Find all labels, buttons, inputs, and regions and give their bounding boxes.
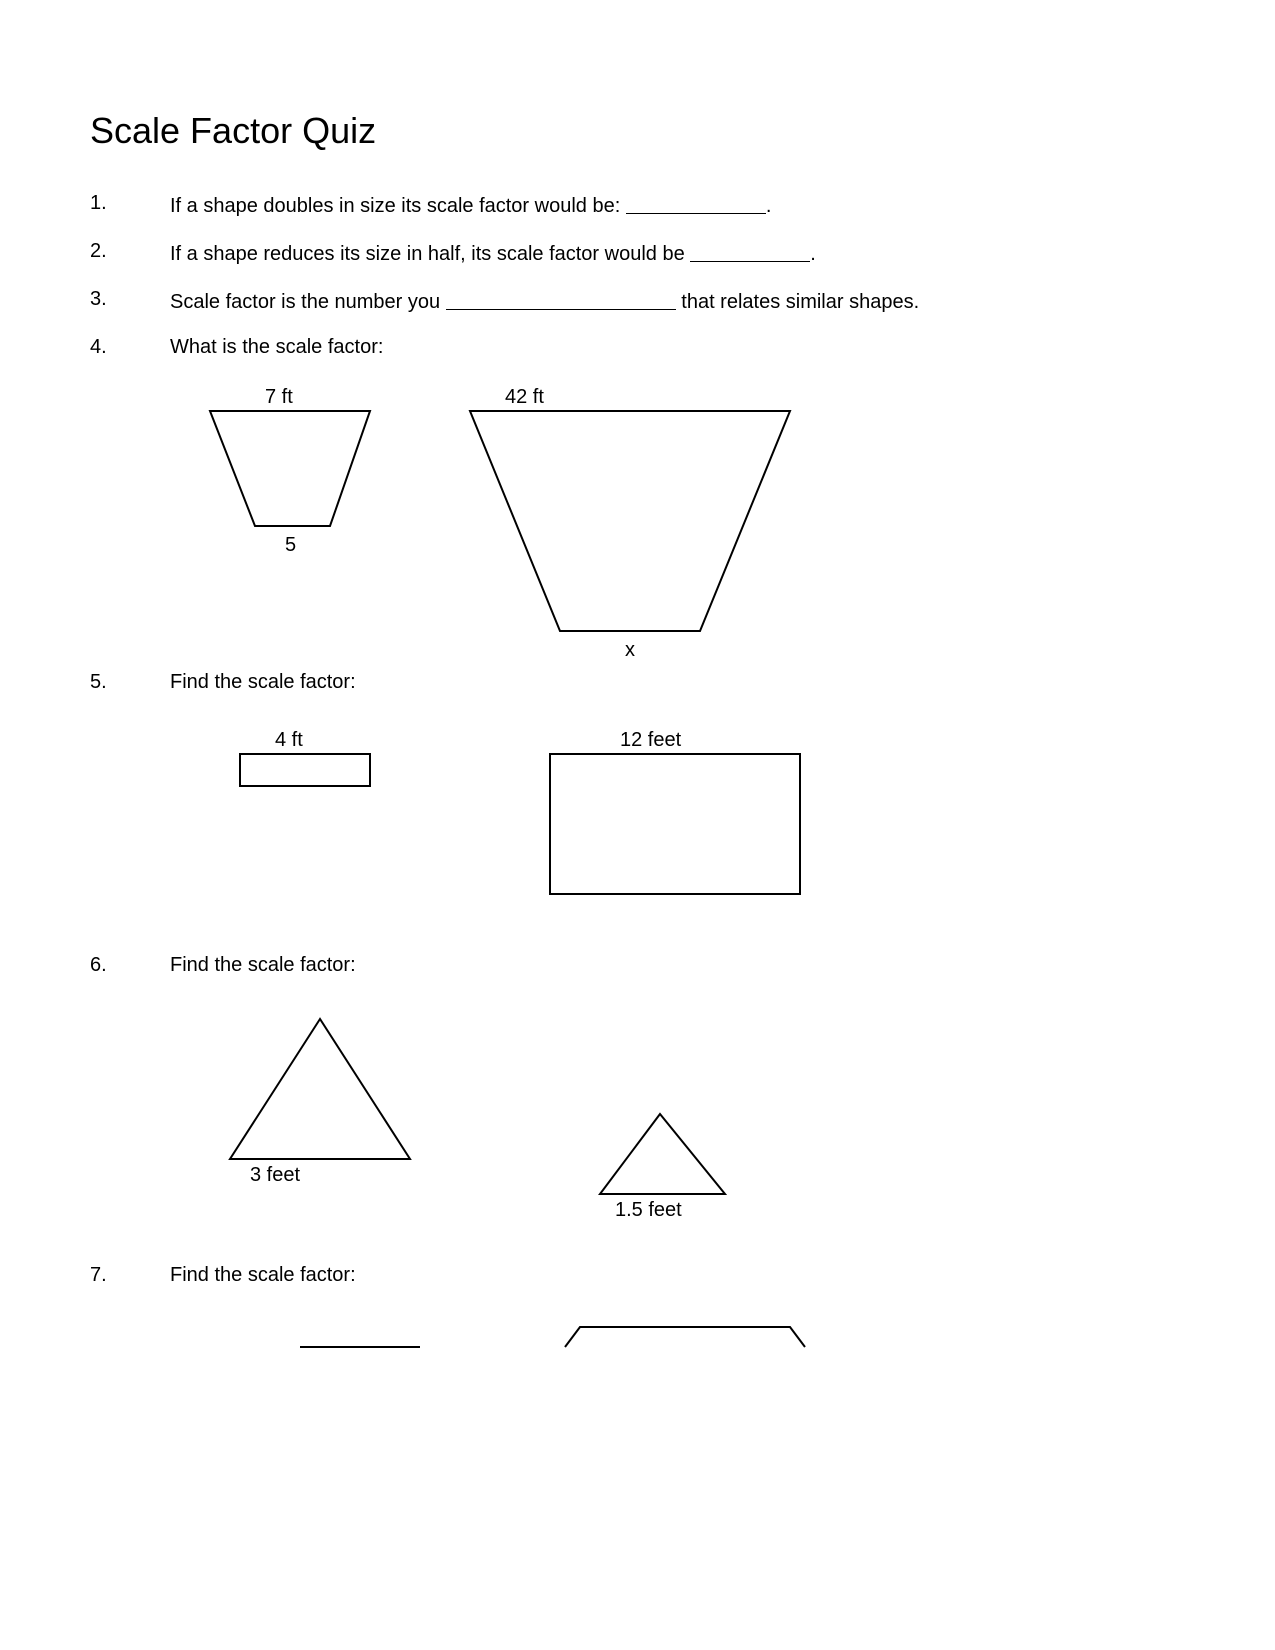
question-text: What is the scale factor: — [170, 336, 1185, 359]
question-text: If a shape doubles in size its scale fac… — [170, 192, 1185, 218]
question-number: 5. — [90, 671, 170, 694]
q6-svg: 3 feet 1.5 feet — [170, 999, 870, 1234]
question-4: 4. What is the scale factor: — [90, 336, 1185, 359]
page-title: Scale Factor Quiz — [90, 110, 1185, 152]
svg-text:12 feet: 12 feet — [620, 729, 682, 751]
question-number: 4. — [90, 336, 170, 359]
q5-svg: 4 ft 12 feet — [170, 724, 870, 924]
question-number: 3. — [90, 288, 170, 311]
q7-svg — [170, 1317, 870, 1357]
svg-text:x: x — [625, 639, 635, 661]
question-1: 1. If a shape doubles in size its scale … — [90, 192, 1185, 218]
figure-q4: 7 ft 5 42 ft x — [170, 381, 1185, 671]
question-number: 1. — [90, 192, 170, 215]
q1-blank[interactable] — [626, 194, 766, 214]
question-6: 6. Find the scale factor: — [90, 954, 1185, 977]
worksheet-page: Scale Factor Quiz 1. If a shape doubles … — [0, 0, 1275, 1650]
q2-post: . — [810, 243, 816, 265]
figure-q7 — [170, 1317, 1185, 1357]
question-7: 7. Find the scale factor: — [90, 1264, 1185, 1287]
q2-blank[interactable] — [690, 242, 810, 262]
svg-text:3 feet: 3 feet — [250, 1164, 300, 1186]
figure-q6: 3 feet 1.5 feet — [170, 999, 1185, 1234]
question-2: 2. If a shape reduces its size in half, … — [90, 240, 1185, 266]
question-3: 3. Scale factor is the number you that r… — [90, 288, 1185, 314]
question-text: Find the scale factor: — [170, 1264, 1185, 1287]
q2-pre: If a shape reduces its size in half, its… — [170, 243, 690, 265]
svg-text:5: 5 — [285, 534, 296, 556]
svg-text:7 ft: 7 ft — [265, 386, 293, 408]
svg-text:1.5 feet: 1.5 feet — [615, 1199, 682, 1221]
q4-svg: 7 ft 5 42 ft x — [170, 381, 870, 671]
q3-blank[interactable] — [446, 290, 676, 310]
svg-text:42 ft: 42 ft — [505, 386, 544, 408]
figure-q5: 4 ft 12 feet — [170, 724, 1185, 924]
q3-post: that relates similar shapes. — [676, 291, 919, 313]
question-text: Scale factor is the number you that rela… — [170, 288, 1185, 314]
question-number: 2. — [90, 240, 170, 263]
question-5: 5. Find the scale factor: — [90, 671, 1185, 694]
q1-post: . — [766, 195, 772, 217]
question-number: 7. — [90, 1264, 170, 1287]
svg-text:4 ft: 4 ft — [275, 729, 303, 751]
q1-pre: If a shape doubles in size its scale fac… — [170, 195, 626, 217]
question-text: Find the scale factor: — [170, 671, 1185, 694]
question-text: Find the scale factor: — [170, 954, 1185, 977]
question-number: 6. — [90, 954, 170, 977]
q3-pre: Scale factor is the number you — [170, 291, 446, 313]
question-text: If a shape reduces its size in half, its… — [170, 240, 1185, 266]
